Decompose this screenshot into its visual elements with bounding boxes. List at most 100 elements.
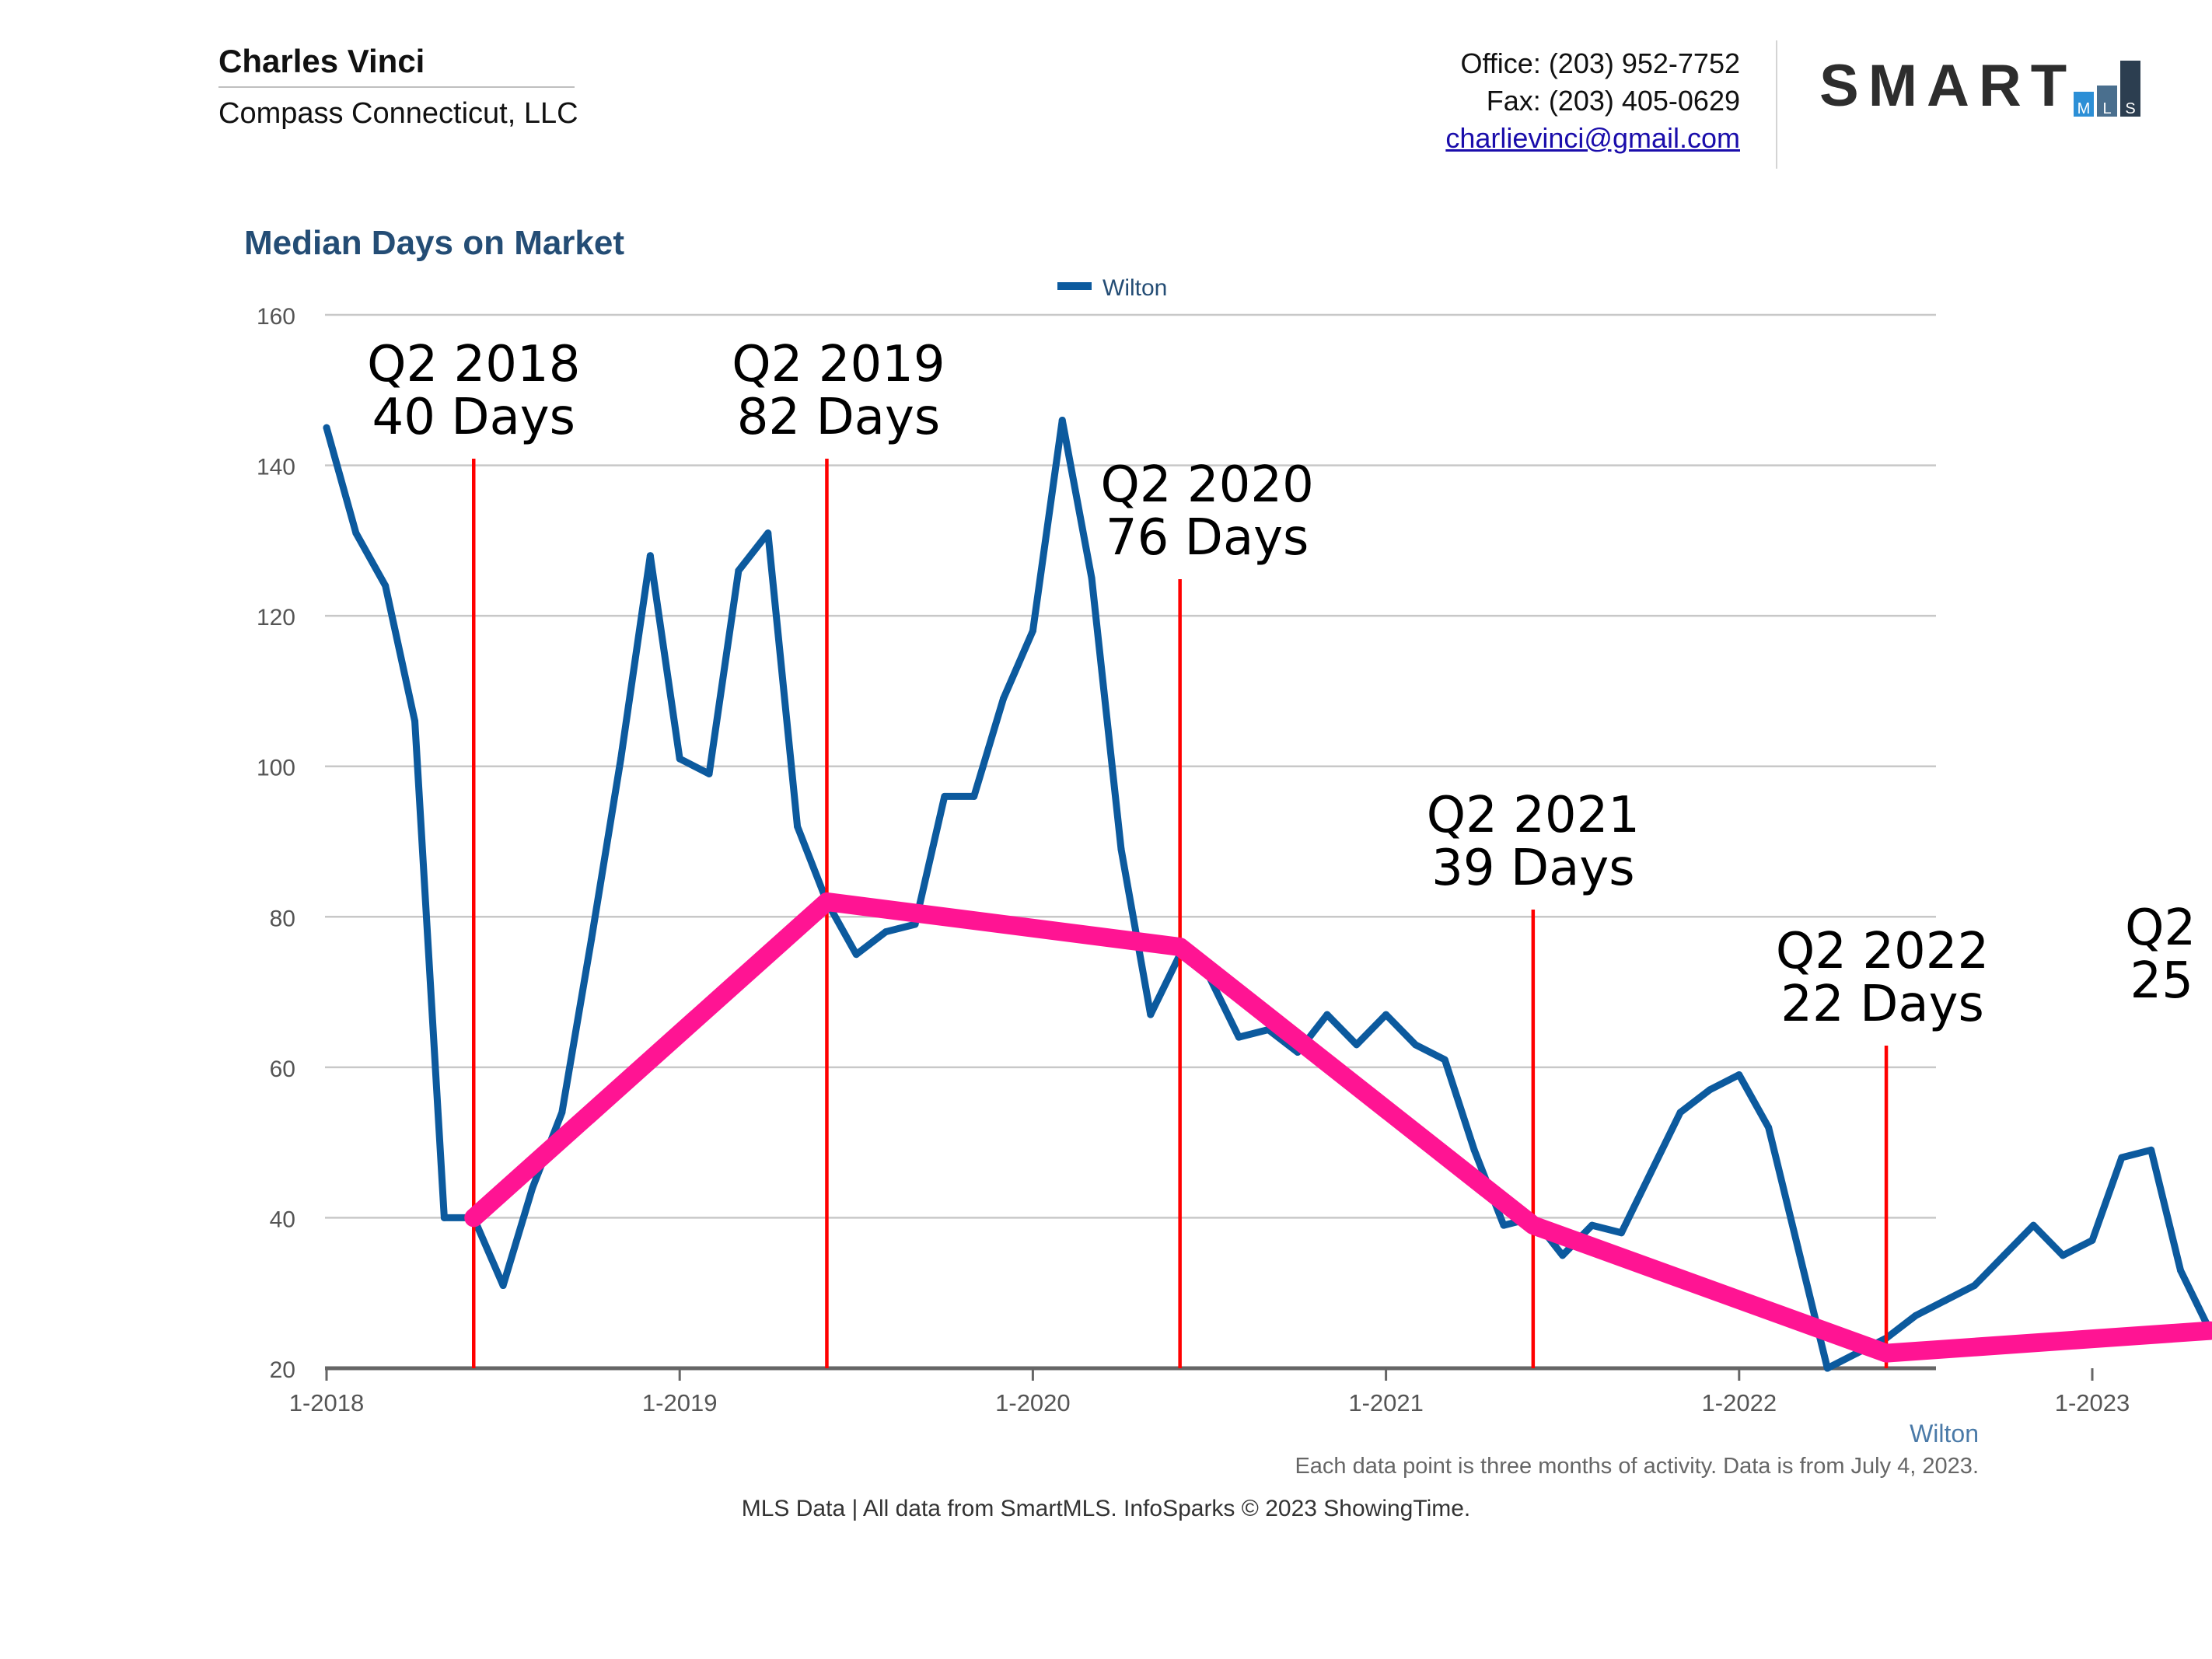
email-link[interactable]: charlievinci@gmail.com <box>1445 122 1740 154</box>
y-tick-label: 80 <box>270 906 295 931</box>
x-tick-label: 1-2020 <box>995 1389 1071 1416</box>
q2-label-quarter: Q2 2023 <box>2125 899 2212 957</box>
series-point <box>882 928 889 936</box>
series-point <box>1029 627 1036 634</box>
series-point <box>1588 1221 1596 1229</box>
q2-label-quarter: Q2 2021 <box>1427 787 1640 844</box>
series-point <box>735 567 743 575</box>
series-point <box>705 770 713 777</box>
series-point <box>1117 845 1125 853</box>
series-point <box>1235 1033 1242 1041</box>
logo-letter-l: L <box>2102 100 2111 117</box>
q2-trend-line <box>464 892 2212 1363</box>
smartmls-logo-graphic: SMART M L S <box>1819 53 2140 119</box>
series-point <box>1941 1297 1949 1304</box>
series-point <box>1617 1229 1625 1237</box>
series-point <box>558 1109 566 1116</box>
y-tick-label: 120 <box>257 605 295 630</box>
x-tick-label: 1-2019 <box>642 1389 718 1416</box>
data-note: Each data point is three months of activ… <box>1295 1454 1979 1479</box>
y-tick-label: 140 <box>257 455 295 480</box>
logo-bar-m <box>2074 92 2094 117</box>
q2-label-days: 25 Days <box>2130 952 2212 1010</box>
data-credit: MLS Data | All data from SmartMLS. InfoS… <box>741 1496 1471 1521</box>
smartmls-logo: SMART M L S <box>1819 53 2169 136</box>
series-point <box>852 951 860 959</box>
logo-bar-l <box>2097 86 2117 117</box>
q2-label-quarter: Q2 2018 <box>367 336 580 393</box>
chart-title: Median Days on Market <box>244 224 625 262</box>
series-point <box>2147 1146 2155 1154</box>
series-point <box>1676 1109 1684 1116</box>
series-point <box>676 755 683 763</box>
q2-label-days: 39 Days <box>1431 840 1635 897</box>
series-point <box>411 718 419 725</box>
series-point <box>1500 1221 1508 1229</box>
series-point <box>1647 1168 1655 1176</box>
q2-label-quarter: Q2 2020 <box>1100 456 1313 514</box>
series-point <box>1765 1123 1773 1131</box>
y-tick-label: 40 <box>270 1207 295 1232</box>
y-tick-label: 160 <box>257 304 295 330</box>
series-point <box>1147 1011 1155 1018</box>
series-point <box>499 1282 507 1290</box>
logo-word: SMART <box>1819 54 2076 119</box>
y-tick-label: 20 <box>270 1357 295 1383</box>
series-point <box>1353 1041 1361 1049</box>
series-point <box>2059 1252 2067 1259</box>
series-point <box>941 792 949 800</box>
legend-label: Wilton <box>1103 275 1167 301</box>
series-point <box>2000 1252 2008 1259</box>
contact-block: Office: (203) 952-7752 Fax: (203) 405-06… <box>1445 45 1740 157</box>
series-point <box>440 1214 448 1221</box>
series-point <box>1735 1071 1743 1079</box>
series-point <box>352 529 360 537</box>
series-point <box>1000 695 1008 703</box>
series-point <box>2118 1154 2126 1161</box>
office-phone: Office: (203) 952-7752 <box>1460 47 1740 79</box>
fax-number: Fax: (203) 405-0629 <box>1486 85 1740 117</box>
y-tick-label: 100 <box>257 756 295 781</box>
series-point <box>382 582 390 589</box>
series-point <box>1706 1086 1714 1094</box>
series-point <box>1441 1056 1448 1064</box>
q2-label-days: 76 Days <box>1106 509 1309 567</box>
logo-letter-s: S <box>2125 100 2135 117</box>
q2-label-days: 22 Days <box>1780 976 1984 1033</box>
series-point <box>1823 1364 1831 1372</box>
y-tick-label: 60 <box>270 1057 295 1082</box>
series-point <box>2088 1236 2096 1244</box>
legend-swatch <box>1057 282 1092 290</box>
series-point <box>1411 1041 1419 1049</box>
q2-label-days: 40 Days <box>372 389 576 446</box>
series-point <box>970 792 978 800</box>
q2-label-quarter: Q2 2019 <box>732 336 945 393</box>
series-point <box>1470 1146 1478 1154</box>
x-tick-label: 1-2018 <box>289 1389 365 1416</box>
series-point <box>1323 1011 1331 1018</box>
series-point <box>1382 1011 1390 1018</box>
series-point <box>1971 1282 1979 1290</box>
series-point <box>764 529 772 537</box>
logo-bar-s <box>2120 61 2140 117</box>
series-point <box>323 424 330 431</box>
series-point <box>1559 1252 1567 1259</box>
series-point <box>2177 1266 2185 1274</box>
series-point <box>1088 575 1096 582</box>
series-end-label: Wilton <box>1910 1420 1979 1448</box>
series-point <box>1058 417 1066 424</box>
q2-label-quarter: Q2 2022 <box>1776 923 1989 980</box>
agent-company: Compass Connecticut, LLC <box>218 97 578 130</box>
x-tick-label: 1-2022 <box>1702 1389 1777 1416</box>
x-tick-label: 1-2023 <box>2055 1389 2130 1416</box>
agent-divider <box>218 86 575 88</box>
series-point <box>646 552 654 560</box>
series-point <box>588 935 596 943</box>
series-point <box>617 755 624 763</box>
logo-letter-m: M <box>2077 100 2091 117</box>
agent-block: Charles Vinci Compass Connecticut, LLC <box>218 43 578 131</box>
q2-label-days: 82 Days <box>737 389 941 446</box>
x-tick-label: 1-2021 <box>1348 1389 1424 1416</box>
series-point <box>1794 1244 1801 1252</box>
